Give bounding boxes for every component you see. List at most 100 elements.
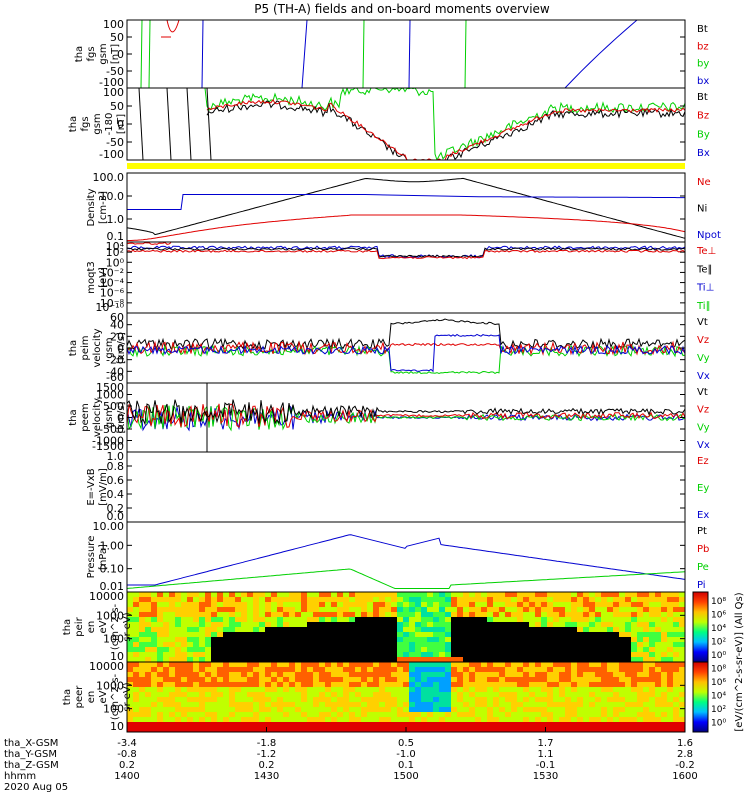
ylabel-line: en (86, 691, 97, 704)
fgs-quality-bar (127, 163, 685, 169)
ylabel-line: Density (86, 188, 97, 226)
fgs-hr-bz (206, 98, 685, 160)
pressure-pi (127, 534, 685, 586)
ylabel-line: peim (80, 335, 91, 360)
fgs-trace (408, 20, 411, 88)
ytick-label: 100.0 (93, 171, 125, 184)
ylabel-line: velocity (92, 398, 103, 437)
fgs-trace (464, 20, 467, 88)
ylabel-line: tha (62, 689, 73, 705)
fgs-trace (201, 20, 204, 88)
ylabel-line: [nT] (116, 114, 127, 134)
temp-ti (127, 245, 685, 259)
temp-spike (127, 242, 172, 245)
ytick-label: 10⁻⁴ (100, 277, 125, 290)
xaxis-value: -1.8 (257, 738, 277, 749)
legend-Bt: Bt (697, 92, 708, 103)
ylabel-line: (cm^2-s- (110, 673, 121, 720)
ytick-label: -500 (99, 423, 124, 436)
ylabel-line: velocity (92, 328, 103, 367)
ylabel-line: tha (62, 619, 73, 635)
ylabel-line: tha (68, 116, 79, 132)
xaxis-value: 1600 (672, 771, 697, 782)
ytick-label: -100 (99, 148, 124, 161)
legend-Vz: Vz (697, 335, 709, 346)
legend-by: by (697, 59, 709, 70)
ytick-label: 1000 (96, 609, 124, 622)
ylabel-line: [mV/m] (98, 468, 109, 506)
panel-peir: 10000 1000 100 10 tha peir en eV (cm^2-s-sr-eV) (62, 590, 686, 663)
ytick-label: 10⁴ (106, 240, 125, 253)
fgs-hr-spike (138, 88, 144, 160)
ytick-label: 0 (117, 412, 124, 425)
xaxis-date: 2020 Aug 05 (4, 782, 68, 793)
ytick-label: 60 (110, 311, 124, 324)
legend-bx: bx (697, 76, 709, 87)
xaxis-row-label: tha_X-GSM (4, 738, 58, 749)
ytick-label: 100 (103, 86, 124, 99)
colorbar-tick: 10⁴ (711, 692, 726, 702)
xaxis-value: 1500 (393, 771, 418, 782)
ytick-label: -1000 (92, 435, 124, 448)
ylabel-line: en (86, 621, 97, 634)
ylabel-line: tha (68, 409, 79, 425)
ytick-label: 40 (110, 319, 124, 332)
ylabel-line: E=-VxB (86, 468, 97, 505)
xaxis-row-label: tha_Z-GSM (4, 760, 59, 771)
colorbar-tick: 10⁸ (711, 665, 726, 675)
ytick-label: 0 (117, 118, 124, 131)
panel-efield-frame (126, 451, 686, 523)
ytick-label: 1.00 (100, 539, 125, 552)
ytick-label: 1000 (96, 679, 124, 692)
ylabel-line: -180 (104, 113, 115, 136)
xaxis-value: -0.1 (536, 760, 556, 771)
ytick-label: -60 (106, 371, 124, 384)
ytick-label: 1.0 (107, 450, 125, 463)
colorbar-strip (692, 591, 709, 663)
panel-peer-data (127, 662, 685, 732)
legend-Vz: Vz (697, 405, 709, 416)
ytick-label: 0.8 (107, 460, 125, 473)
panel-efield: 1.00.80.60.40.20.0 E=-VxB [mV/m] Ez Ey Ex (86, 450, 709, 523)
ylabel-line: [km/s] (116, 332, 127, 364)
legend-Te∥: Te∥ (696, 264, 713, 275)
colorbar-tick: 10⁶ (711, 678, 726, 688)
colorbar-tick: 10⁰ (711, 719, 726, 729)
legend-Vx: Vx (697, 371, 710, 382)
ylabel-line: gsm (104, 337, 115, 358)
ylabel-line: fgs (80, 116, 91, 131)
peim-vx (127, 333, 685, 373)
legend-Ey: Ey (697, 483, 709, 494)
ylabel-line: peir (74, 616, 85, 636)
legend-Ez: Ez (697, 456, 709, 467)
ylabel-line: peem (80, 403, 91, 431)
fgs-hr-spike (206, 88, 212, 160)
ytick-label: 0.6 (107, 474, 125, 487)
density-ne (127, 214, 685, 242)
ytick-label: 100 (103, 18, 124, 31)
fgs-hr-bt (206, 100, 685, 160)
xaxis-value: -1.0 (396, 749, 416, 760)
legend-Pt: Pt (697, 526, 707, 537)
temp-tperp (127, 249, 685, 260)
ytick-label: 100 (103, 703, 124, 716)
ylabel-line: gsm (98, 43, 109, 64)
fgs-hr-by (127, 88, 685, 160)
ytick-label: 0.2 (107, 502, 125, 515)
ylabel-line: tha (68, 340, 79, 356)
legend-Pi: Pi (697, 580, 706, 591)
xaxis-value: -0.8 (117, 749, 137, 760)
legend-Vt: Vt (697, 317, 708, 328)
xaxis-value: 2.8 (677, 749, 693, 760)
xaxis-value: 1.6 (677, 738, 693, 749)
xaxis-value: -3.4 (117, 738, 137, 749)
ylabel-line: gsm (104, 407, 115, 428)
xaxis-value: 0.1 (398, 760, 414, 771)
legend-Npot: Npot (697, 230, 721, 241)
fgs-trace (362, 20, 365, 88)
